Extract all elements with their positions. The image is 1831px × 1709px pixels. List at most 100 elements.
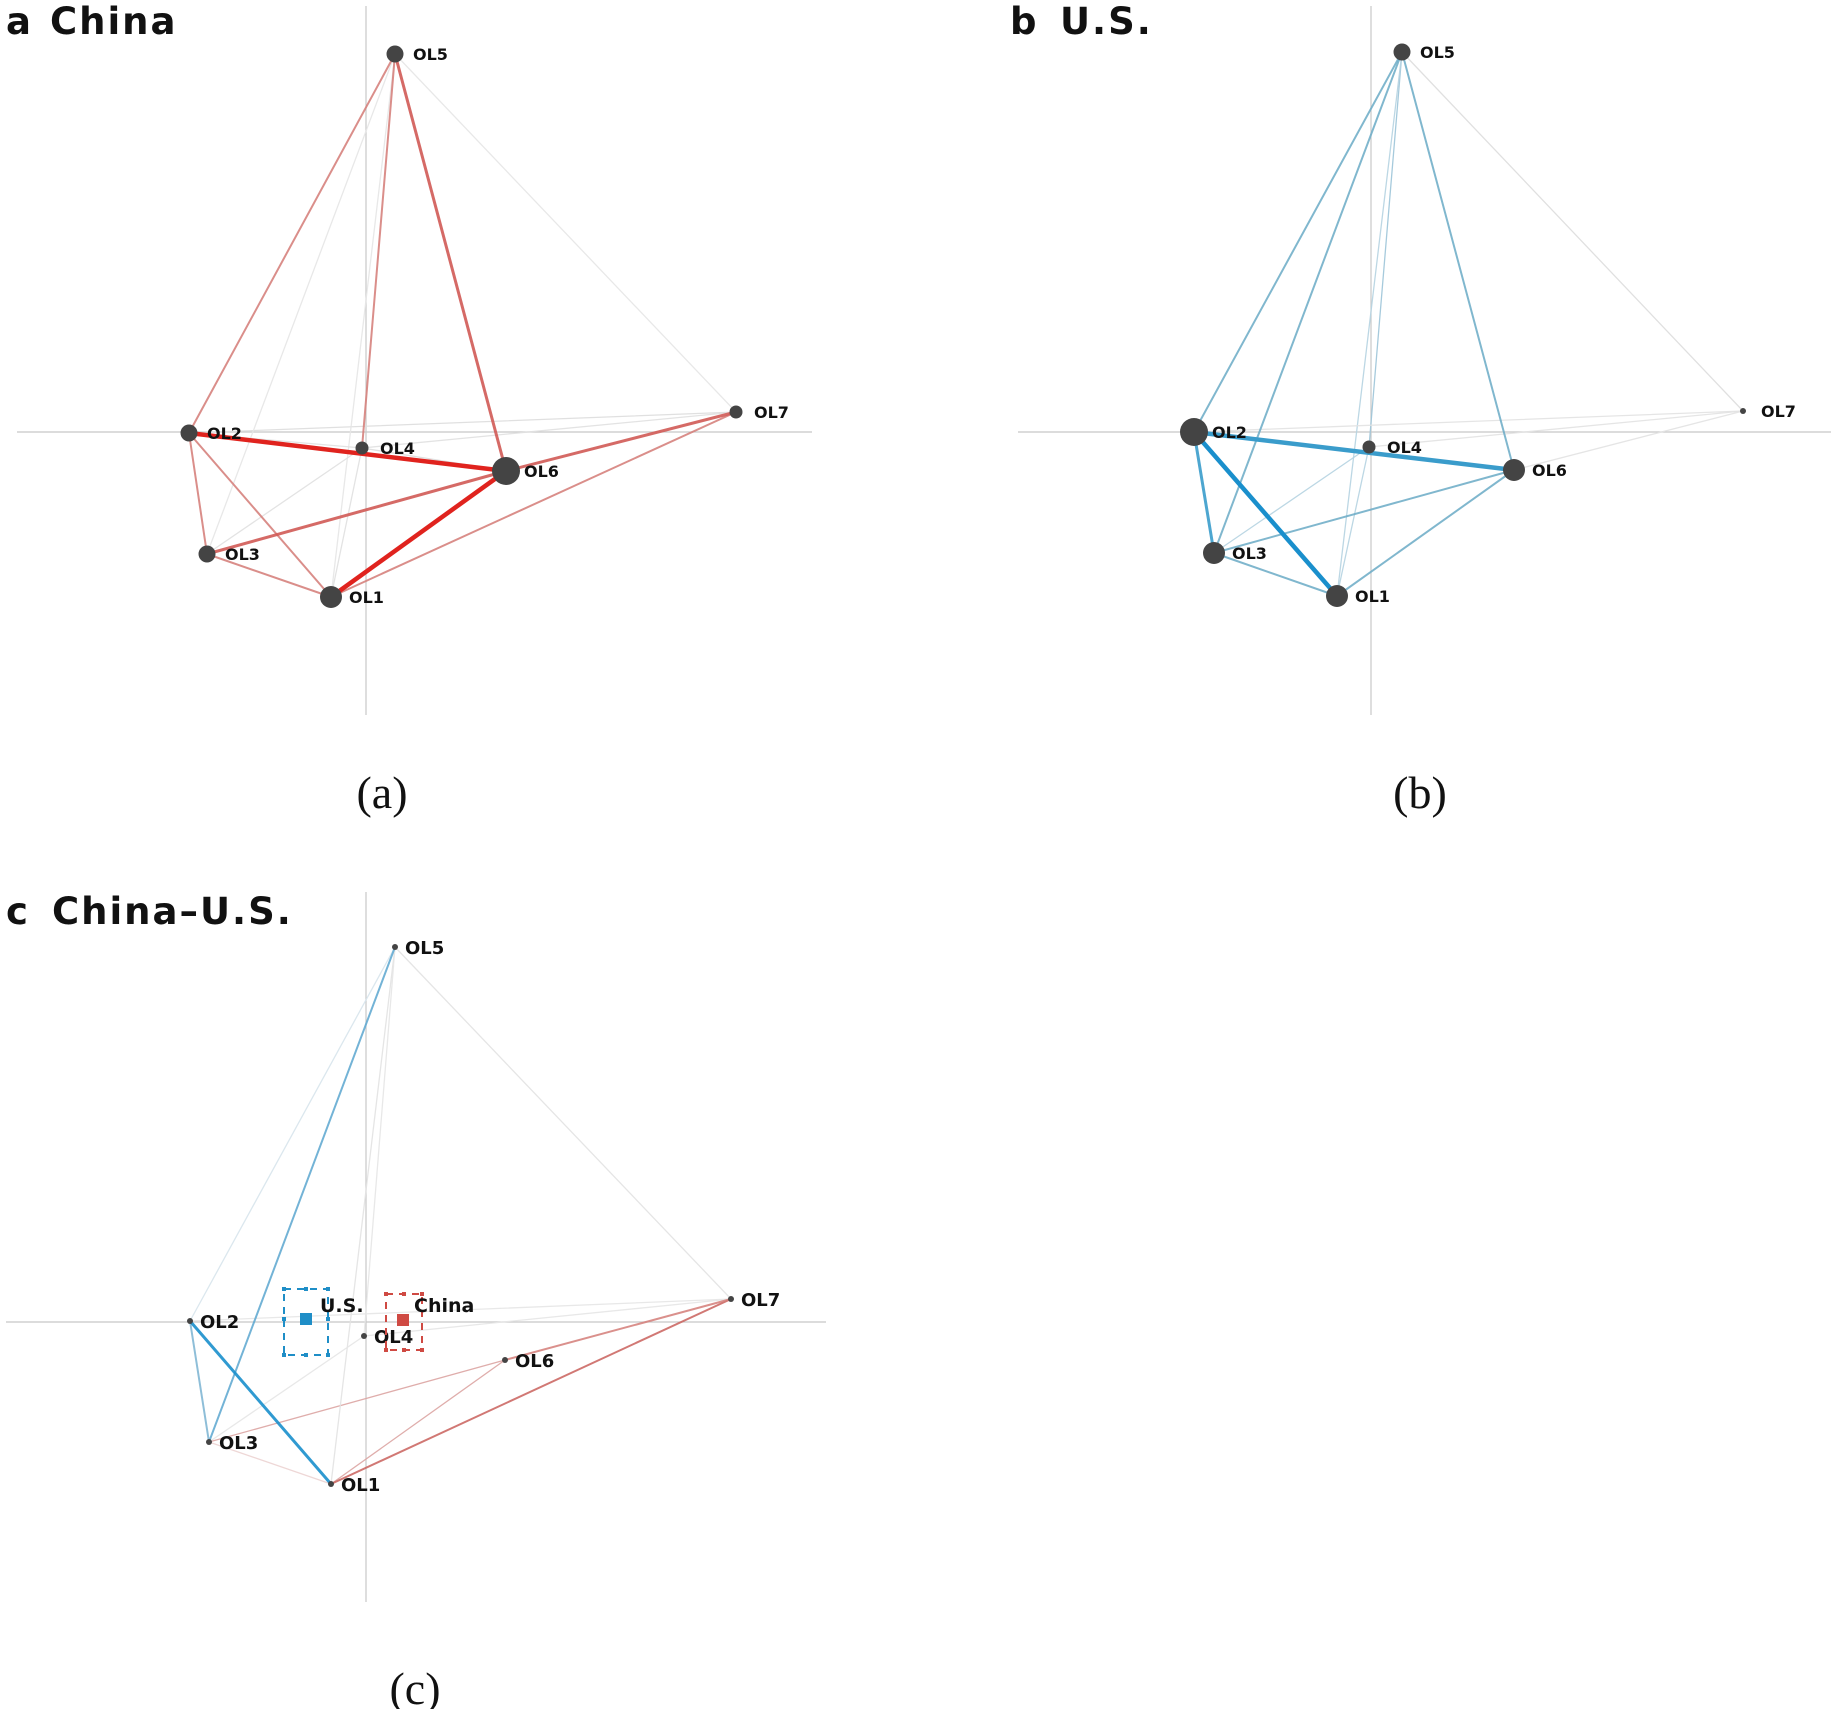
node-label-ol7: OL7 — [1761, 402, 1796, 421]
edge-ol2-ol7 — [188, 411, 737, 434]
edge-ol2-ol6 — [186, 430, 509, 474]
node-ol5 — [392, 944, 398, 950]
edge-ol4-ol5 — [1368, 51, 1403, 448]
node-label-ol5: OL5 — [1420, 43, 1455, 62]
edge-ol4-ol5 — [361, 53, 396, 449]
edge-ol3-ol4 — [1213, 446, 1370, 554]
edge-ol5-ol6 — [1401, 51, 1515, 471]
edge-ol3-ol1 — [1213, 552, 1338, 597]
legend-china: China — [384, 1292, 474, 1352]
panel-c-caption: (c) — [389, 1663, 440, 1709]
node-label-ol4: OL4 — [374, 1327, 413, 1348]
edge-ol5-ol7 — [394, 53, 737, 413]
edge-ol3-ol4 — [208, 1335, 365, 1443]
node-label-ol4: OL4 — [1387, 438, 1422, 457]
legend-china-swatch — [397, 1314, 409, 1326]
edge-ol1-ol6 — [1336, 469, 1515, 597]
panel-b: b U.S. OL1 OL2 OL3 OL4 OL5 OL6 OL7 (b) — [1010, 0, 1831, 818]
edge-ol1-ol5 — [1336, 51, 1403, 597]
node-ol5 — [386, 45, 404, 63]
node-label-ol3: OL3 — [225, 545, 260, 564]
node-label-ol1: OL1 — [1355, 587, 1390, 606]
edge-ol1-ol5 — [330, 946, 396, 1485]
node-label-ol7: OL7 — [741, 1290, 780, 1311]
edge-ol2-ol7 — [1193, 410, 1744, 433]
edge-ol2-ol1 — [1191, 429, 1340, 599]
edge-ol2-ol5 — [188, 53, 396, 434]
legend-us: U.S. — [282, 1287, 364, 1357]
edge-ol3-ol6 — [1213, 469, 1515, 554]
edge-ol2-ol3 — [188, 432, 208, 555]
legend-us-swatch — [300, 1313, 312, 1325]
node-label-ol7: OL7 — [754, 403, 789, 422]
edge-ol1-ol4 — [1336, 446, 1370, 597]
node-label-ol4: OL4 — [380, 439, 415, 458]
panel-b-title: U.S. — [1060, 0, 1153, 43]
panel-b-letter: b — [1010, 0, 1039, 43]
node-label-ol2: OL2 — [1212, 423, 1247, 442]
node-ol7 — [1740, 408, 1746, 414]
panel-a-letter: a — [6, 0, 33, 43]
edge-ol2-ol1 — [188, 1319, 333, 1486]
edge-ol3-ol5 — [208, 946, 396, 1443]
edge-ol3-ol1 — [206, 553, 332, 598]
panel-b-caption: (b) — [1393, 767, 1447, 818]
panel-c-letter: c — [6, 890, 30, 933]
panel-a-nodes: OL1 OL2 OL3 OL4 OL5 OL6 OL7 — [180, 45, 789, 608]
node-label-ol6: OL6 — [515, 1351, 554, 1372]
panel-c-axes — [6, 892, 826, 1602]
node-ol2 — [180, 424, 198, 442]
panel-c-edges — [188, 946, 732, 1486]
node-ol3 — [198, 545, 216, 563]
node-label-ol5: OL5 — [405, 938, 444, 959]
edge-ol1-ol6 — [330, 1359, 506, 1485]
node-ol5 — [1393, 43, 1411, 61]
edge-ol2-ol3 — [1192, 430, 1216, 555]
panel-b-edges — [1191, 51, 1744, 599]
node-label-ol6: OL6 — [1532, 461, 1567, 480]
panel-a-caption: (a) — [356, 767, 407, 818]
node-ol3 — [206, 1439, 212, 1445]
edge-ol1-ol7 — [330, 411, 737, 598]
node-label-ol6: OL6 — [524, 462, 559, 481]
edge-ol4-ol7 — [1368, 410, 1744, 448]
edge-ol1-ol7 — [330, 1298, 732, 1485]
panel-b-axes — [1018, 6, 1831, 715]
node-ol1 — [328, 1481, 334, 1487]
edge-ol1-ol4 — [330, 447, 363, 598]
panel-c-title: China–U.S. — [52, 890, 293, 933]
edge-ol4-ol5 — [363, 946, 396, 1337]
node-ol4 — [1362, 440, 1376, 454]
legend-us-ticks — [282, 1287, 330, 1357]
panel-a-axes — [17, 6, 812, 715]
edge-ol3-ol6 — [208, 1359, 506, 1443]
edge-ol5-ol7 — [394, 946, 732, 1300]
panel-b-nodes: OL1 OL2 OL3 OL4 OL5 OL6 OL7 — [1180, 43, 1796, 607]
node-ol2 — [1180, 418, 1208, 446]
node-label-ol2: OL2 — [200, 1312, 239, 1333]
edge-ol3-ol1 — [208, 1441, 332, 1485]
node-ol6 — [1503, 459, 1525, 481]
node-ol4 — [355, 441, 369, 455]
edge-ol1-ol5 — [330, 53, 396, 598]
edge-ol2-ol3 — [189, 1320, 210, 1443]
node-label-ol2: OL2 — [207, 424, 242, 443]
edge-ol3-ol6 — [205, 469, 508, 556]
node-ol6 — [502, 1357, 508, 1363]
node-ol7 — [728, 1296, 734, 1302]
edge-ol3-ol4 — [206, 447, 363, 555]
legend-us-label: U.S. — [320, 1295, 364, 1317]
node-ol1 — [1326, 585, 1348, 607]
node-ol2 — [187, 1318, 193, 1324]
edge-ol4-ol7 — [361, 411, 737, 449]
edge-ol2-ol5 — [1193, 51, 1403, 433]
node-ol7 — [729, 405, 743, 419]
panel-a: a China OL1 OL2 OL3 OL4 OL5 OL6 OL7 (a) — [6, 0, 812, 818]
node-label-ol3: OL3 — [1232, 544, 1267, 563]
panel-c-nodes: OL1 OL2 OL3 OL4 OL5 OL6 OL7 — [187, 938, 780, 1496]
node-label-ol1: OL1 — [341, 1475, 380, 1496]
edge-ol6-ol7 — [504, 410, 738, 473]
edge-ol2-ol6 — [1191, 429, 1517, 473]
